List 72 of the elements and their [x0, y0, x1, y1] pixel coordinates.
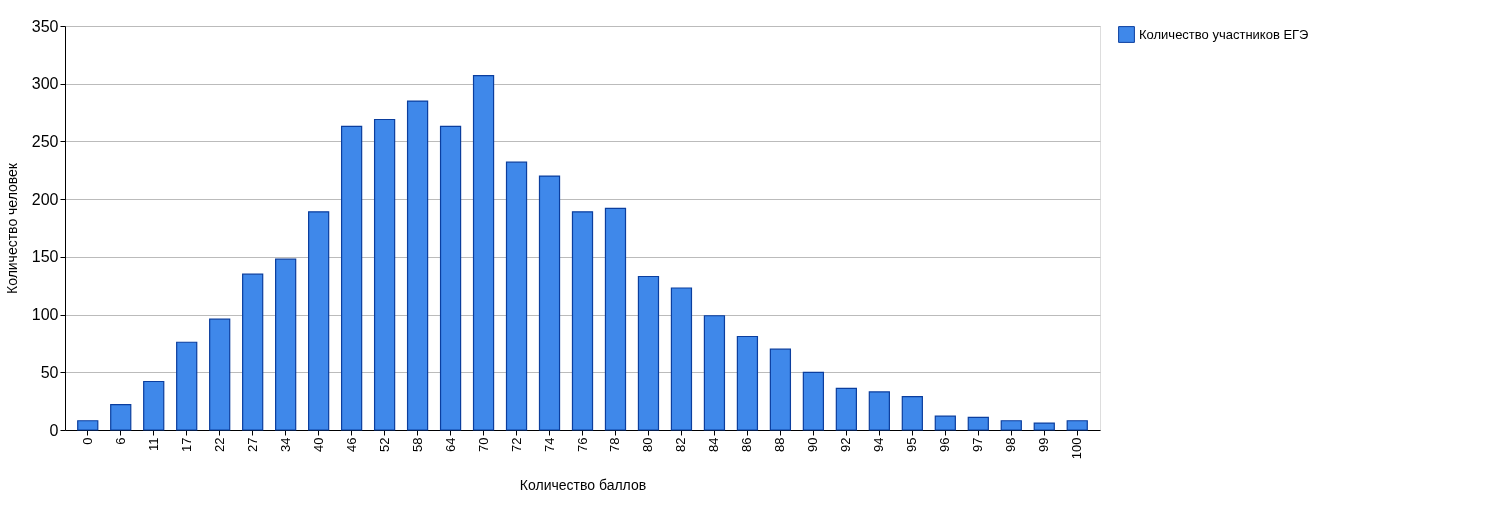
x-tick-label: 52 — [376, 437, 392, 452]
bar — [868, 391, 890, 431]
bar — [604, 207, 627, 431]
bar — [505, 161, 528, 431]
x-tick-label: 76 — [574, 437, 590, 452]
bar — [439, 125, 462, 431]
y-tick-label: 350 — [31, 17, 59, 35]
bar — [835, 387, 857, 431]
y-tick-label: 150 — [31, 248, 59, 266]
y-axis-title: Количество человек — [3, 162, 20, 294]
bar — [1033, 422, 1055, 431]
x-tick-label: 17 — [178, 437, 194, 452]
bar — [934, 415, 956, 431]
x-tick-label: 84 — [706, 437, 722, 452]
x-tick-label: 88 — [772, 437, 788, 452]
x-tick-label: 72 — [508, 437, 524, 452]
legend-label: Количество участников ЕГЭ — [1139, 26, 1309, 42]
x-tick-label: 97 — [970, 437, 986, 452]
bar — [143, 380, 165, 431]
bar — [373, 118, 396, 431]
bar — [802, 371, 825, 431]
bar — [308, 211, 330, 431]
bar — [637, 275, 660, 431]
x-tick-label: 74 — [541, 437, 557, 452]
x-tick-label: 46 — [343, 437, 359, 452]
bar — [571, 211, 594, 431]
bar — [110, 404, 132, 431]
x-tick-label: 40 — [310, 437, 326, 452]
x-tick-label: 98 — [1003, 437, 1019, 452]
x-tick-label: 78 — [607, 437, 623, 452]
x-tick-label: 27 — [244, 437, 260, 452]
bar — [703, 315, 726, 431]
bar — [1066, 420, 1088, 431]
y-tick-label: 50 — [40, 363, 59, 381]
x-tick-label: 86 — [739, 437, 755, 452]
y-tick-label: 100 — [31, 306, 59, 324]
x-tick-label: 80 — [640, 437, 656, 452]
bar — [176, 341, 198, 431]
bar — [340, 125, 363, 431]
bar — [736, 335, 759, 431]
bar — [275, 258, 297, 431]
y-tick-label: 300 — [31, 75, 59, 93]
bar — [901, 395, 923, 431]
bar — [406, 100, 429, 431]
x-tick-label: 100 — [1069, 437, 1085, 460]
bar — [769, 348, 792, 431]
y-tick-label: 200 — [31, 190, 59, 208]
x-tick-label: 99 — [1036, 437, 1052, 452]
bar — [670, 287, 693, 431]
x-tick-label: 64 — [442, 437, 458, 452]
bar — [209, 318, 231, 431]
bar — [1000, 420, 1022, 431]
y-tick-label: 250 — [31, 132, 59, 150]
bar — [472, 75, 495, 431]
x-tick-label: 95 — [904, 437, 920, 452]
x-tick-label: 82 — [673, 437, 689, 452]
x-axis-title: Количество баллов — [519, 477, 647, 494]
bar — [77, 420, 99, 431]
x-tick-label: 90 — [805, 437, 821, 452]
bar — [242, 273, 264, 431]
x-tick-label: 58 — [409, 437, 425, 452]
x-tick-label: 70 — [475, 437, 491, 452]
x-tick-label: 0 — [79, 437, 95, 445]
x-tick-label: 22 — [211, 437, 227, 452]
x-tick-label: 11 — [145, 437, 161, 451]
bar — [538, 175, 561, 431]
x-tick-label: 34 — [277, 437, 293, 452]
x-tick-label: 96 — [937, 437, 953, 452]
x-tick-label: 92 — [838, 437, 854, 452]
x-tick-label: 6 — [112, 437, 128, 445]
bar — [967, 416, 989, 431]
x-tick-label: 94 — [871, 437, 887, 452]
